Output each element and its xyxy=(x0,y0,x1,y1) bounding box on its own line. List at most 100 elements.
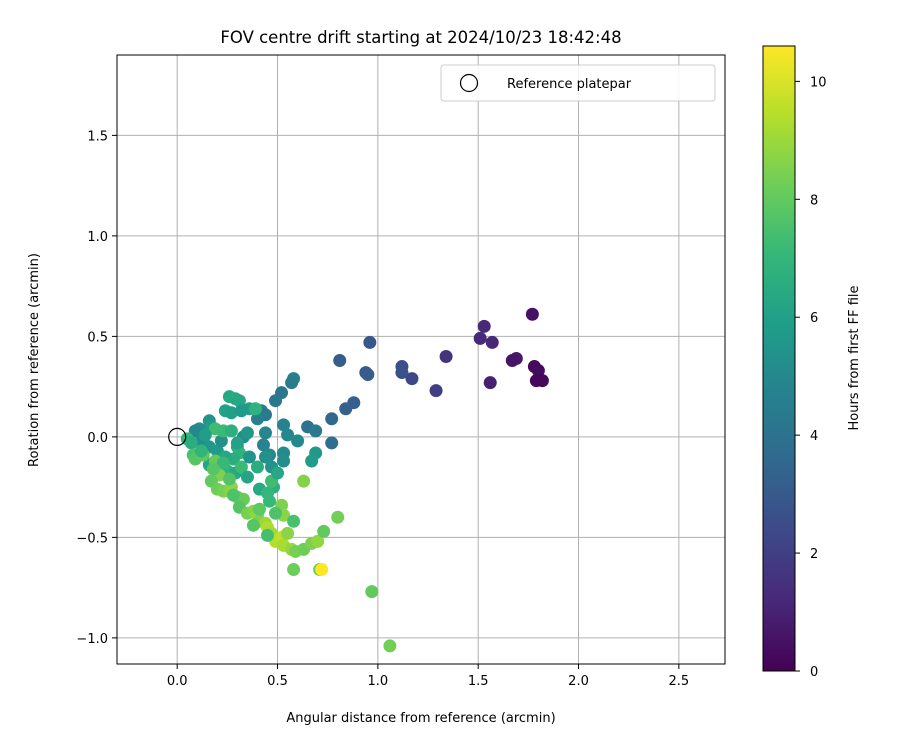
colorbar-tick-label: 8 xyxy=(810,193,818,208)
data-point xyxy=(281,526,295,540)
data-point xyxy=(234,404,248,418)
data-point xyxy=(248,402,262,416)
data-point xyxy=(184,436,198,450)
data-point xyxy=(230,436,244,450)
data-point xyxy=(363,335,377,349)
data-point xyxy=(309,424,323,438)
y-tick-label: 0.0 xyxy=(87,431,108,446)
data-point xyxy=(222,390,236,404)
data-point xyxy=(240,470,254,484)
data-point xyxy=(258,450,272,464)
data-point xyxy=(297,474,311,488)
colorbar-strip xyxy=(762,45,796,672)
data-point xyxy=(361,368,375,382)
y-tick-label: 0.5 xyxy=(87,330,108,345)
data-point xyxy=(477,319,491,333)
legend-label: Reference platepar xyxy=(507,77,632,92)
data-point xyxy=(439,349,453,363)
data-point xyxy=(188,424,202,438)
legend-marker-icon xyxy=(459,73,479,93)
data-point xyxy=(281,428,295,442)
chart-title: FOV centre drift starting at 2024/10/23 … xyxy=(220,28,621,47)
colorbar: 0 2 4 6 8 10 Hours from first FF file xyxy=(762,45,862,680)
data-point xyxy=(383,639,397,653)
data-point xyxy=(216,456,230,470)
legend-box xyxy=(440,64,716,102)
data-point xyxy=(287,563,301,577)
data-point xyxy=(194,444,208,458)
data-point xyxy=(256,438,270,452)
data-point xyxy=(473,331,487,345)
data-point xyxy=(277,454,291,468)
colorbar-tick-label: 10 xyxy=(810,75,827,90)
data-point xyxy=(395,366,409,380)
y-tick-label: 1.0 xyxy=(87,230,108,245)
data-point xyxy=(250,460,264,474)
data-point xyxy=(222,472,236,486)
data-point xyxy=(206,462,220,476)
data-point xyxy=(260,528,274,542)
colorbar-tick-label: 4 xyxy=(810,429,818,444)
data-point xyxy=(291,434,305,448)
data-point xyxy=(258,426,272,440)
colorbar-tick-label: 6 xyxy=(810,311,818,326)
data-point xyxy=(331,510,345,524)
data-point xyxy=(285,376,299,390)
data-point xyxy=(315,563,329,577)
data-point xyxy=(242,450,256,464)
data-point xyxy=(224,424,238,438)
data-point xyxy=(252,502,266,516)
x-axis-label: Angular distance from reference (arcmin) xyxy=(286,711,555,726)
y-tick-label: −0.5 xyxy=(76,531,108,546)
data-point xyxy=(277,418,291,432)
data-point xyxy=(525,307,539,321)
x-tick-label: 2.5 xyxy=(669,674,690,689)
data-point xyxy=(333,354,347,368)
data-point xyxy=(224,406,238,420)
data-point xyxy=(339,402,353,416)
data-point xyxy=(325,412,339,426)
data-point xyxy=(198,428,212,442)
colorbar-ticks: 0 2 4 6 8 10 xyxy=(795,75,827,680)
legend: Reference platepar xyxy=(440,64,716,102)
x-tick-label: 1.5 xyxy=(468,674,489,689)
data-point xyxy=(485,335,499,349)
y-axis-label: Rotation from reference (arcmin) xyxy=(27,253,42,467)
data-point xyxy=(365,585,379,599)
data-point xyxy=(325,436,339,450)
y-axis-ticks: −1.0 −0.5 0.0 0.5 1.0 1.5 xyxy=(76,129,117,647)
data-point xyxy=(405,372,419,386)
colorbar-tick-label: 2 xyxy=(810,547,818,562)
data-point xyxy=(250,412,264,426)
data-point xyxy=(483,376,497,390)
data-point xyxy=(269,394,283,408)
data-point xyxy=(232,394,246,408)
data-point xyxy=(271,466,285,480)
grid-lines xyxy=(117,55,725,664)
x-tick-label: 2.0 xyxy=(568,674,589,689)
data-point xyxy=(214,434,228,448)
data-point xyxy=(240,426,254,440)
data-point xyxy=(246,518,260,532)
data-point xyxy=(234,460,248,474)
data-point xyxy=(531,364,545,378)
colorbar-label: Hours from first FF file xyxy=(847,285,862,430)
data-point xyxy=(226,488,240,502)
data-point xyxy=(287,514,301,528)
data-point xyxy=(505,354,519,368)
y-tick-label: −1.0 xyxy=(76,632,108,647)
x-tick-label: 1.0 xyxy=(368,674,389,689)
data-point xyxy=(535,374,549,388)
colorbar-tick-label: 0 xyxy=(810,665,818,680)
data-point xyxy=(311,534,325,548)
plot-area-frame xyxy=(116,54,726,665)
reference-platepar-marker xyxy=(168,427,187,446)
x-tick-label: 0.0 xyxy=(167,674,188,689)
data-point xyxy=(305,454,319,468)
x-tick-label: 0.5 xyxy=(267,674,288,689)
data-point xyxy=(429,384,443,398)
data-point xyxy=(317,524,331,538)
data-point xyxy=(263,494,277,508)
x-axis-ticks: 0.0 0.5 1.0 1.5 2.0 2.5 xyxy=(167,664,689,689)
